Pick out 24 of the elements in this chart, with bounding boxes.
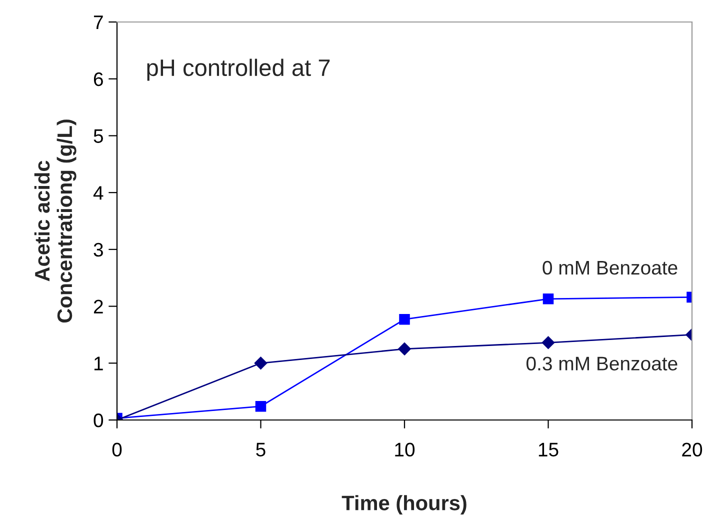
x-axis-title: Time (hours) [342, 495, 466, 514]
x-tick-label: 5 [256, 442, 266, 457]
point [399, 314, 410, 325]
y-tick-label: 2 [94, 300, 103, 314]
annotation: pH controlled at 7 [147, 58, 330, 81]
series-label: 0 mM Benzoate [542, 260, 678, 275]
y-tick-label: 6 [94, 72, 103, 86]
x-tick-label: 20 [682, 442, 702, 457]
y-tick-label: 4 [93, 186, 104, 200]
x-tick-label: 15 [538, 442, 558, 457]
x-tick-label: 0 [112, 442, 122, 457]
point [542, 294, 554, 304]
point [398, 342, 411, 356]
y-tick-label: 5 [94, 129, 103, 143]
y-tick-label: 7 [94, 16, 103, 30]
y-tick-label: 0 [94, 413, 104, 428]
y-tick-label: 3 [94, 242, 103, 257]
series-label: 0.3 mM Benzoate [526, 356, 678, 370]
point [254, 356, 268, 370]
point [542, 336, 555, 350]
y-tick-label: 1 [94, 356, 103, 370]
point [255, 400, 266, 412]
x-tick-label: 10 [395, 442, 415, 457]
y-axis-title: Acetic acidc Concentrationg (g/L) [34, 120, 76, 323]
